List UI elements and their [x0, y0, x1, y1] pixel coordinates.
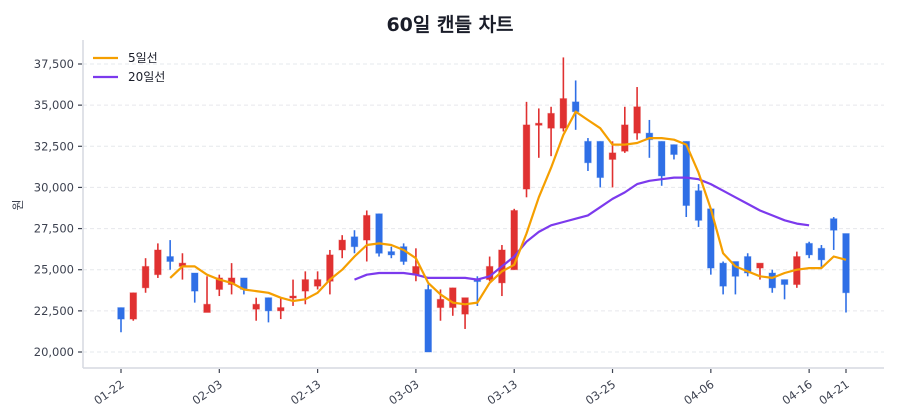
candle: [842, 233, 850, 313]
candle: [399, 243, 408, 265]
candle: [264, 297, 273, 323]
candle: [362, 210, 371, 262]
candles: [117, 57, 850, 353]
moving-averages: [169, 110, 847, 306]
y-tick-label: 37,500: [34, 57, 74, 71]
x-tick-label: 02-13: [288, 377, 323, 408]
candle: [166, 240, 174, 270]
x-tick-label: 04-06: [681, 377, 716, 408]
y-tick-label: 32,500: [34, 139, 74, 153]
candle: [719, 261, 727, 295]
candle: [559, 57, 568, 132]
candle: [817, 245, 826, 269]
candle: [276, 297, 285, 320]
candle: [829, 217, 838, 250]
candle: [633, 87, 641, 140]
candle: [670, 144, 678, 160]
chart-title: 60일 캔들 차트: [386, 14, 514, 36]
candle: [424, 284, 433, 353]
candle: [215, 274, 224, 297]
candle: [252, 297, 260, 321]
y-tick-label: 27,500: [34, 222, 74, 236]
candle: [240, 277, 248, 295]
candle: [129, 292, 138, 321]
candle: [596, 140, 605, 188]
ma20-line: [354, 176, 810, 281]
x-tick-label: 03-25: [583, 377, 618, 408]
y-tick-label: 30,000: [34, 180, 74, 194]
candle: [510, 208, 519, 271]
y-tick-label: 22,500: [34, 304, 74, 318]
y-axis-label: 원: [11, 199, 25, 210]
candle: [154, 243, 162, 278]
candle: [461, 297, 469, 329]
y-tick-label: 25,000: [34, 263, 74, 277]
candle: [203, 276, 211, 314]
candle: [768, 269, 777, 293]
ma5-line: [169, 110, 847, 306]
candle: [375, 213, 383, 257]
candle: [190, 272, 199, 303]
candle: [621, 106, 629, 153]
candle: [694, 184, 703, 227]
candle: [313, 271, 322, 290]
candle: [350, 230, 359, 254]
x-tick-label: 04-21: [816, 377, 851, 408]
candle: [387, 246, 396, 259]
candle: [547, 106, 555, 157]
candle: [571, 80, 580, 130]
x-tick-label: 04-16: [779, 377, 814, 408]
candle: [338, 235, 346, 259]
x-tick-label: 01-22: [91, 377, 126, 408]
candle: [682, 140, 691, 218]
candle: [326, 249, 334, 295]
candle: [805, 241, 813, 259]
candle: [117, 307, 125, 333]
candle: [522, 101, 531, 198]
candle: [584, 138, 592, 171]
gridlines: [83, 63, 884, 353]
x-tick-label: 03-13: [485, 377, 520, 408]
candle: [780, 279, 789, 300]
legend-label: 20일선: [128, 70, 165, 84]
y-tick-label: 20,000: [34, 345, 74, 359]
legend: 5일선 20일선: [93, 51, 165, 84]
legend-label: 5일선: [128, 51, 158, 65]
x-tick-label: 02-03: [190, 377, 225, 408]
candle: [227, 263, 236, 295]
x-tick-label: 03-03: [386, 377, 421, 408]
candle: [534, 108, 543, 158]
y-tick-label: 35,000: [34, 98, 74, 112]
candle: [141, 258, 150, 293]
candle: [608, 141, 617, 188]
